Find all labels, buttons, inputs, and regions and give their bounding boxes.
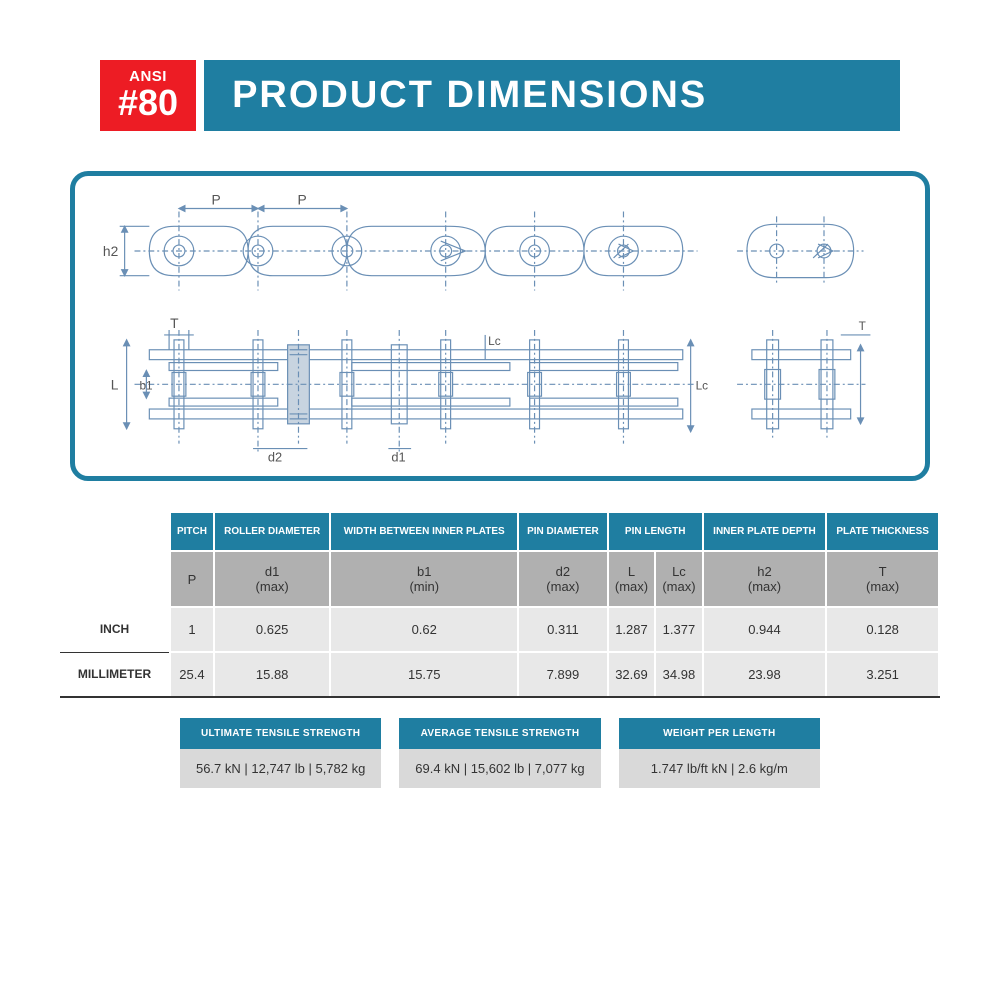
- symbol-header: b1(min): [330, 551, 518, 607]
- strength-row: ULTIMATE TENSILE STRENGTH 56.7 kN | 12,7…: [60, 718, 940, 788]
- dim-label: T: [859, 319, 866, 333]
- cell: 0.311: [518, 607, 608, 652]
- strength-value: 56.7 kN | 12,747 lb | 5,782 kg: [180, 749, 381, 788]
- cell: 3.251: [826, 652, 939, 697]
- cell: 34.98: [655, 652, 702, 697]
- dim-label: Lc: [488, 334, 501, 348]
- badge-number: #80: [118, 85, 178, 121]
- chain-diagram: P P h2 T L b1 d2 d1 Lc Lc T: [95, 194, 905, 466]
- ansi-badge: ANSI #80: [100, 60, 196, 131]
- cell: 15.88: [214, 652, 331, 697]
- table-row: MILLIMETER 25.4 15.88 15.75 7.899 32.69 …: [60, 652, 939, 697]
- dim-label: h2: [103, 243, 118, 259]
- cell: 0.944: [703, 607, 827, 652]
- cell: 25.4: [170, 652, 214, 697]
- dim-label: P: [212, 194, 221, 208]
- cell: 7.899: [518, 652, 608, 697]
- dim-label: T: [170, 315, 179, 331]
- table-row: INCH 1 0.625 0.62 0.311 1.287 1.377 0.94…: [60, 607, 939, 652]
- dim-label: b1: [139, 378, 153, 392]
- strength-label: ULTIMATE TENSILE STRENGTH: [180, 718, 381, 749]
- symbol-header: T(max): [826, 551, 939, 607]
- cell: 0.62: [330, 607, 518, 652]
- cell: 32.69: [608, 652, 655, 697]
- table-corner: [60, 551, 170, 607]
- header: ANSI #80 PRODUCT DIMENSIONS: [100, 60, 900, 131]
- dim-label: L: [111, 376, 119, 392]
- cell: 15.75: [330, 652, 518, 697]
- strength-value: 69.4 kN | 15,602 lb | 7,077 kg: [399, 749, 600, 788]
- cell: 0.128: [826, 607, 939, 652]
- symbol-header: d1(max): [214, 551, 331, 607]
- strength-box: WEIGHT PER LENGTH 1.747 lb/ft kN | 2.6 k…: [619, 718, 820, 788]
- page-title: PRODUCT DIMENSIONS: [204, 60, 900, 131]
- col-header: WIDTH BETWEEN INNER PLATES: [330, 512, 518, 551]
- row-label: MILLIMETER: [60, 652, 170, 697]
- col-header: PIN DIAMETER: [518, 512, 608, 551]
- dim-label: d2: [268, 449, 282, 464]
- strength-label: WEIGHT PER LENGTH: [619, 718, 820, 749]
- col-header: PIN LENGTH: [608, 512, 703, 551]
- dimensions-table: PITCH ROLLER DIAMETER WIDTH BETWEEN INNE…: [60, 511, 940, 698]
- col-header: PITCH: [170, 512, 214, 551]
- col-header: ROLLER DIAMETER: [214, 512, 331, 551]
- strength-value: 1.747 lb/ft kN | 2.6 kg/m: [619, 749, 820, 788]
- symbol-header: P: [170, 551, 214, 607]
- cell: 1: [170, 607, 214, 652]
- cell: 0.625: [214, 607, 331, 652]
- cell: 23.98: [703, 652, 827, 697]
- col-header: PLATE THICKNESS: [826, 512, 939, 551]
- strength-box: ULTIMATE TENSILE STRENGTH 56.7 kN | 12,7…: [180, 718, 381, 788]
- row-label: INCH: [60, 607, 170, 652]
- symbol-header: h2(max): [703, 551, 827, 607]
- col-header: INNER PLATE DEPTH: [703, 512, 827, 551]
- dim-label: P: [298, 194, 307, 208]
- cell: 1.287: [608, 607, 655, 652]
- technical-diagram-frame: P P h2 T L b1 d2 d1 Lc Lc T: [70, 171, 930, 481]
- dim-label: Lc: [696, 378, 709, 392]
- cell: 1.377: [655, 607, 702, 652]
- symbol-header: Lc(max): [655, 551, 702, 607]
- table-corner: [60, 512, 170, 551]
- symbol-header: d2(max): [518, 551, 608, 607]
- strength-label: AVERAGE TENSILE STRENGTH: [399, 718, 600, 749]
- symbol-header: L(max): [608, 551, 655, 607]
- dim-label: d1: [391, 449, 405, 464]
- strength-box: AVERAGE TENSILE STRENGTH 69.4 kN | 15,60…: [399, 718, 600, 788]
